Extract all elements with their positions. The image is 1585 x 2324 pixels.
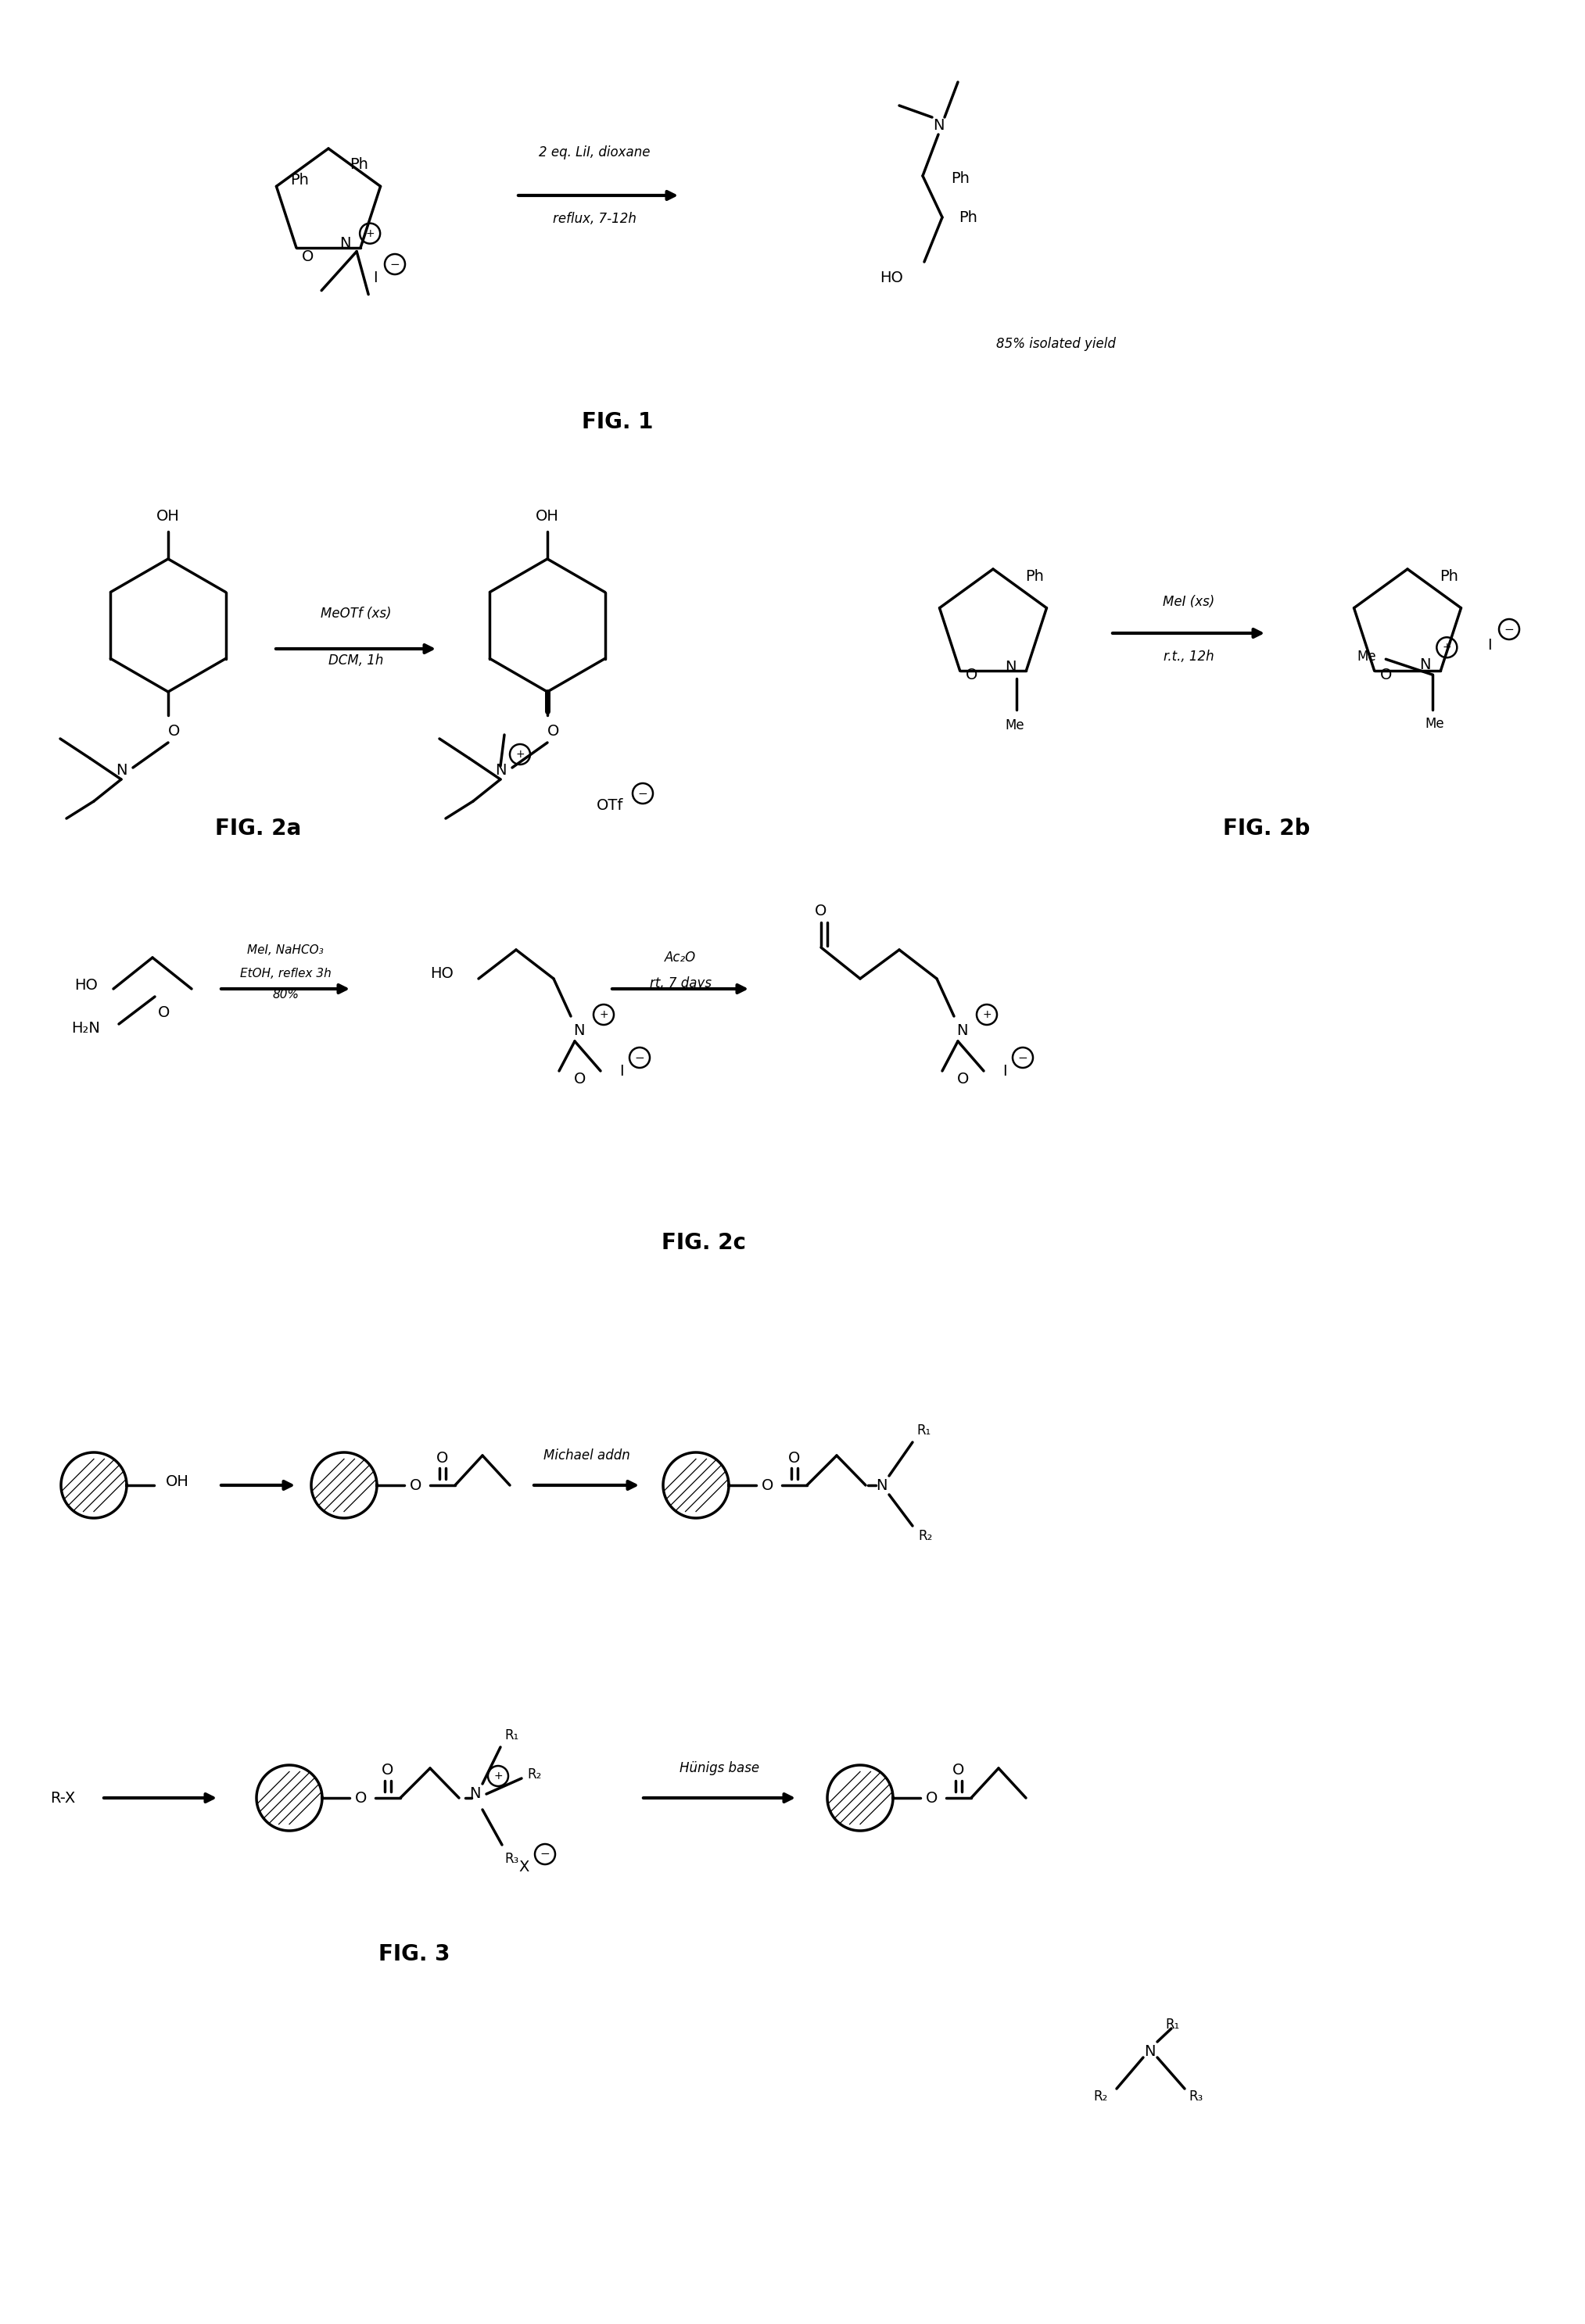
Text: OH: OH — [157, 509, 179, 523]
Text: O: O — [436, 1450, 449, 1466]
Text: R-X: R-X — [51, 1789, 74, 1806]
Text: I: I — [1487, 637, 1491, 653]
Text: Ph: Ph — [959, 209, 978, 225]
Text: FIG. 2c: FIG. 2c — [661, 1232, 747, 1255]
Text: N: N — [1419, 658, 1431, 672]
Text: reflux, 7-12h: reflux, 7-12h — [553, 211, 636, 225]
Text: Ph: Ph — [951, 170, 970, 186]
Text: FIG. 2b: FIG. 2b — [1224, 818, 1311, 839]
Text: O: O — [168, 723, 181, 739]
Text: Ph: Ph — [1441, 569, 1458, 583]
Text: Ac₂O: Ac₂O — [664, 951, 696, 964]
Text: r.t., 12h: r.t., 12h — [1163, 651, 1214, 665]
Text: R₂: R₂ — [528, 1769, 542, 1783]
Text: −: − — [540, 1848, 550, 1859]
Text: O: O — [926, 1789, 938, 1806]
Text: MeI, NaHCO₃: MeI, NaHCO₃ — [247, 944, 323, 955]
Text: O: O — [547, 723, 560, 739]
Text: O: O — [382, 1764, 393, 1778]
Text: OTf: OTf — [596, 797, 623, 813]
Text: Hünigs base: Hünigs base — [680, 1762, 759, 1776]
Text: Ph: Ph — [290, 172, 309, 188]
Text: FIG. 3: FIG. 3 — [379, 1943, 450, 1966]
Text: N: N — [469, 1787, 480, 1801]
Text: 80%: 80% — [273, 988, 298, 999]
Polygon shape — [257, 1766, 322, 1831]
Text: −: − — [390, 258, 399, 270]
Text: OH: OH — [166, 1473, 189, 1490]
Text: I: I — [620, 1064, 624, 1078]
Text: O: O — [953, 1764, 965, 1778]
Text: R₃: R₃ — [504, 1852, 518, 1866]
Text: +: + — [599, 1009, 609, 1020]
Polygon shape — [311, 1452, 377, 1518]
Text: N: N — [1144, 2045, 1155, 2059]
Text: N: N — [116, 762, 127, 779]
Text: N: N — [956, 1023, 967, 1039]
Text: N: N — [932, 119, 945, 132]
Text: I: I — [1003, 1064, 1006, 1078]
Text: O: O — [965, 667, 978, 683]
Text: N: N — [572, 1023, 585, 1039]
Text: Michael addn: Michael addn — [544, 1448, 629, 1462]
Text: R₁: R₁ — [504, 1729, 518, 1743]
Text: N: N — [1005, 660, 1016, 674]
Text: H₂N: H₂N — [71, 1020, 100, 1037]
Text: −: − — [1018, 1053, 1027, 1064]
Text: −: − — [634, 1053, 645, 1064]
Text: Me: Me — [1357, 651, 1376, 665]
Text: MeI (xs): MeI (xs) — [1163, 595, 1214, 609]
Text: R₂: R₂ — [919, 1529, 934, 1543]
Text: HO: HO — [430, 967, 453, 981]
Text: N: N — [495, 762, 506, 779]
Text: MeOTf (xs): MeOTf (xs) — [320, 607, 391, 621]
Text: HO: HO — [74, 978, 98, 992]
Text: O: O — [957, 1071, 970, 1085]
Text: −: − — [1504, 623, 1514, 634]
Text: Ph: Ph — [1025, 569, 1045, 583]
Text: FIG. 2a: FIG. 2a — [216, 818, 301, 839]
Text: R₂: R₂ — [1094, 2089, 1108, 2103]
Text: 85% isolated yield: 85% isolated yield — [995, 337, 1116, 351]
Text: O: O — [1381, 667, 1392, 683]
Text: OH: OH — [536, 509, 560, 523]
Polygon shape — [60, 1452, 127, 1518]
Text: R₃: R₃ — [1189, 2089, 1203, 2103]
Text: +: + — [366, 228, 374, 239]
Text: O: O — [411, 1478, 422, 1492]
Text: HO: HO — [880, 270, 903, 286]
Text: FIG. 1: FIG. 1 — [582, 411, 653, 432]
Text: Me: Me — [1425, 718, 1444, 732]
Text: I: I — [372, 270, 377, 286]
Text: rt, 7 days: rt, 7 days — [650, 976, 712, 990]
Text: R₁: R₁ — [1167, 2017, 1181, 2031]
Text: O: O — [815, 904, 827, 918]
Text: Me: Me — [1005, 718, 1024, 732]
Text: +: + — [515, 748, 525, 760]
Text: +: + — [983, 1009, 991, 1020]
Text: DCM, 1h: DCM, 1h — [328, 653, 384, 667]
Text: −: − — [637, 788, 648, 799]
Text: O: O — [303, 249, 314, 265]
Text: O: O — [788, 1450, 800, 1466]
Text: +: + — [493, 1771, 502, 1783]
Text: R₁: R₁ — [918, 1425, 932, 1439]
Text: N: N — [339, 237, 350, 251]
Polygon shape — [663, 1452, 729, 1518]
Text: +: + — [1442, 641, 1452, 653]
Text: X: X — [518, 1859, 529, 1873]
Text: Ph: Ph — [349, 158, 368, 172]
Text: O: O — [355, 1789, 368, 1806]
Text: N: N — [875, 1478, 888, 1492]
Text: O: O — [762, 1478, 773, 1492]
Text: O: O — [159, 1004, 170, 1020]
Text: 2 eq. LiI, dioxane: 2 eq. LiI, dioxane — [539, 146, 650, 160]
Text: EtOH, reflex 3h: EtOH, reflex 3h — [239, 967, 331, 978]
Polygon shape — [827, 1766, 892, 1831]
Text: O: O — [574, 1071, 586, 1085]
